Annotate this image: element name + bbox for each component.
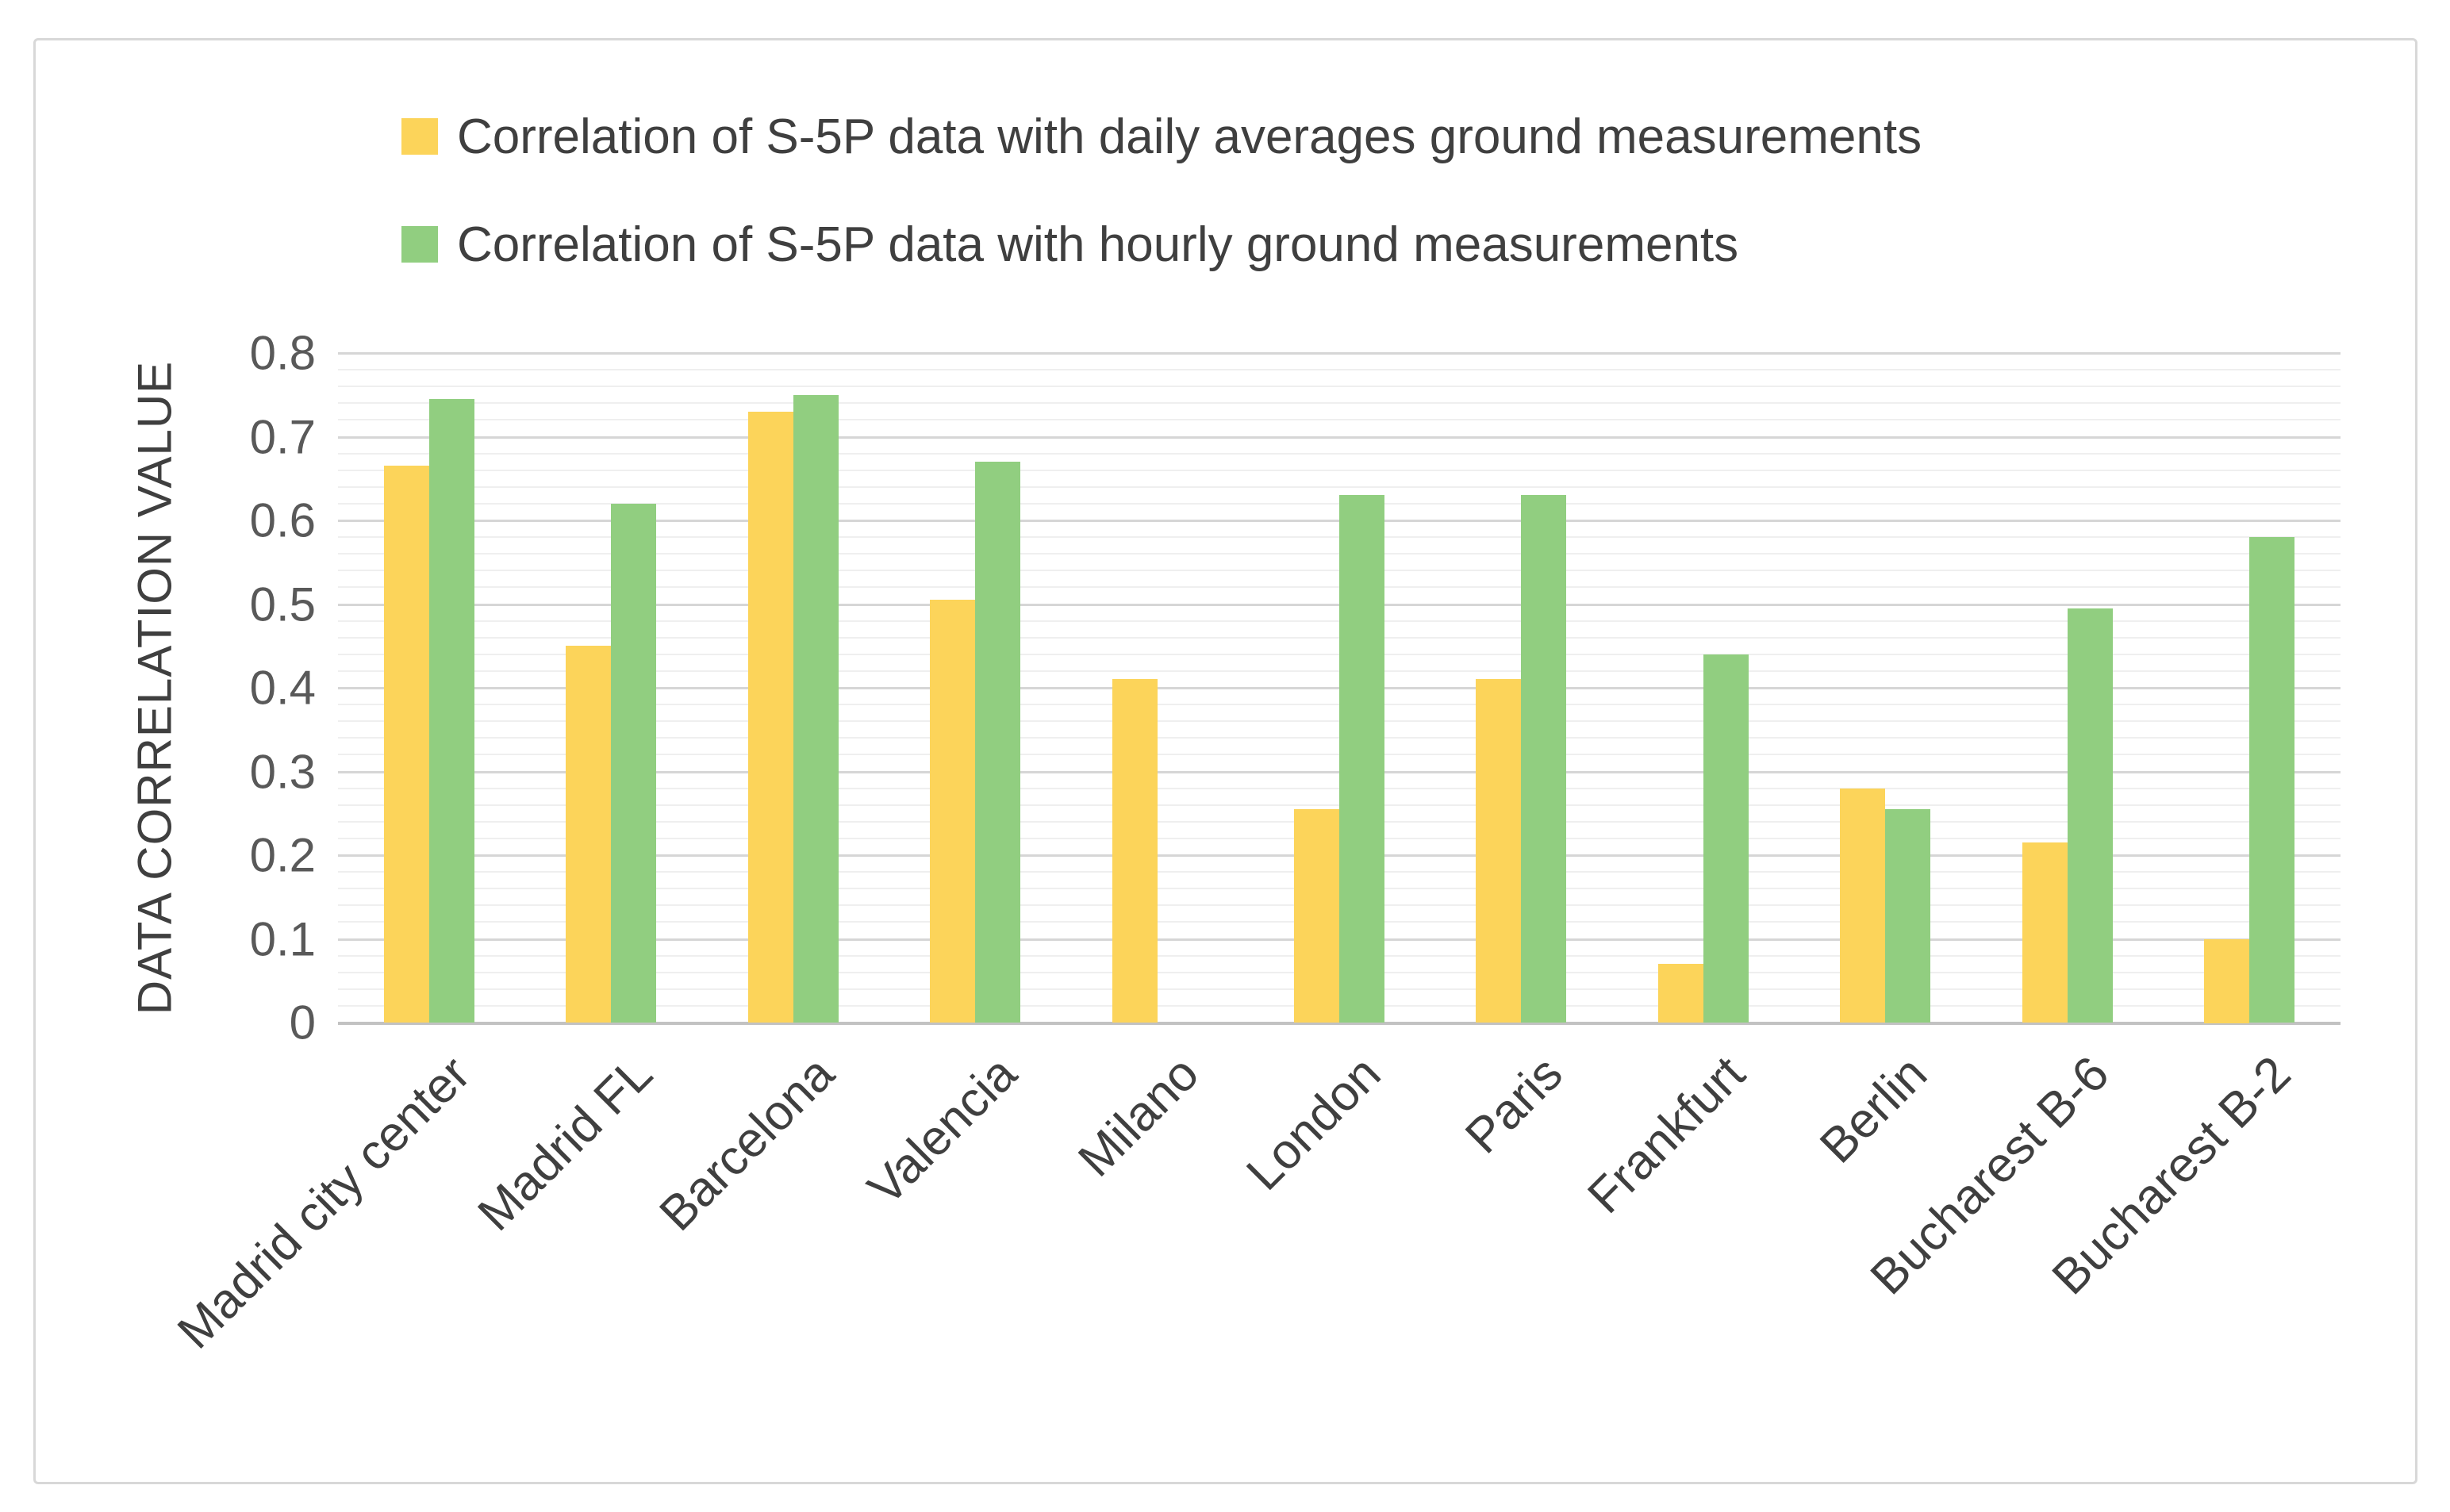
- y-tick-label-0.3: 0.3: [249, 745, 316, 798]
- plot-area: [338, 352, 2341, 1025]
- y-tick-label-0.6: 0.6: [249, 493, 316, 547]
- bar-daily-madrid-fl: [566, 646, 611, 1023]
- legend-item-daily: Correlation of S-5P data with daily aver…: [401, 109, 1922, 164]
- bar-hourly-barcelona: [793, 395, 839, 1023]
- legend-label-hourly: Correlation of S-5P data with hourly gro…: [457, 217, 1739, 272]
- bar-hourly-bucharest-b-2: [2249, 537, 2294, 1023]
- bar-hourly-valencia: [975, 462, 1020, 1023]
- bar-hourly-madrid-city-center: [429, 399, 474, 1023]
- bar-hourly-bucharest-b-6: [2068, 608, 2113, 1023]
- bar-hourly-berlin: [1885, 809, 1930, 1023]
- y-tick-label-0.5: 0.5: [249, 578, 316, 631]
- legend-swatch-hourly-icon: [401, 226, 438, 263]
- gridline-minor: [338, 369, 2341, 371]
- gridline-minor: [338, 485, 2341, 488]
- legend-swatch-daily-icon: [401, 118, 438, 155]
- bar-hourly-london: [1339, 495, 1384, 1023]
- gridline-minor: [338, 419, 2341, 421]
- bar-daily-bucharest-b-6: [2022, 842, 2068, 1023]
- gridline-major: [338, 352, 2341, 355]
- x-axis-line: [338, 1022, 2341, 1025]
- y-tick-label-0.1: 0.1: [249, 912, 316, 965]
- y-axis-title: DATA CORRELATION VALUE: [128, 360, 182, 1015]
- bar-daily-berlin: [1840, 789, 1885, 1023]
- gridline-minor: [338, 402, 2341, 405]
- bar-daily-london: [1294, 809, 1339, 1023]
- legend-item-hourly: Correlation of S-5P data with hourly gro…: [401, 217, 1739, 272]
- bar-daily-valencia: [930, 600, 975, 1023]
- gridline-major: [338, 436, 2341, 439]
- bar-daily-barcelona: [748, 412, 793, 1023]
- y-tick-label-0.8: 0.8: [249, 326, 316, 380]
- bar-daily-madrid-city-center: [384, 466, 429, 1023]
- gridline-minor: [338, 452, 2341, 455]
- y-tick-label-0.4: 0.4: [249, 661, 316, 715]
- bar-hourly-frankfurt: [1703, 654, 1749, 1023]
- legend-label-daily: Correlation of S-5P data with daily aver…: [457, 109, 1922, 164]
- bar-daily-bucharest-b-2: [2204, 939, 2249, 1023]
- bar-daily-frankfurt: [1658, 964, 1703, 1023]
- gridline-minor: [338, 386, 2341, 388]
- y-tick-label-0.2: 0.2: [249, 828, 316, 882]
- bar-hourly-paris: [1521, 495, 1566, 1023]
- gridline-minor: [338, 469, 2341, 471]
- bar-hourly-madrid-fl: [611, 504, 656, 1023]
- bar-daily-milano: [1112, 679, 1158, 1023]
- bar-daily-paris: [1476, 679, 1521, 1023]
- y-tick-label-0.7: 0.7: [249, 410, 316, 463]
- y-tick-label-0: 0: [289, 996, 316, 1050]
